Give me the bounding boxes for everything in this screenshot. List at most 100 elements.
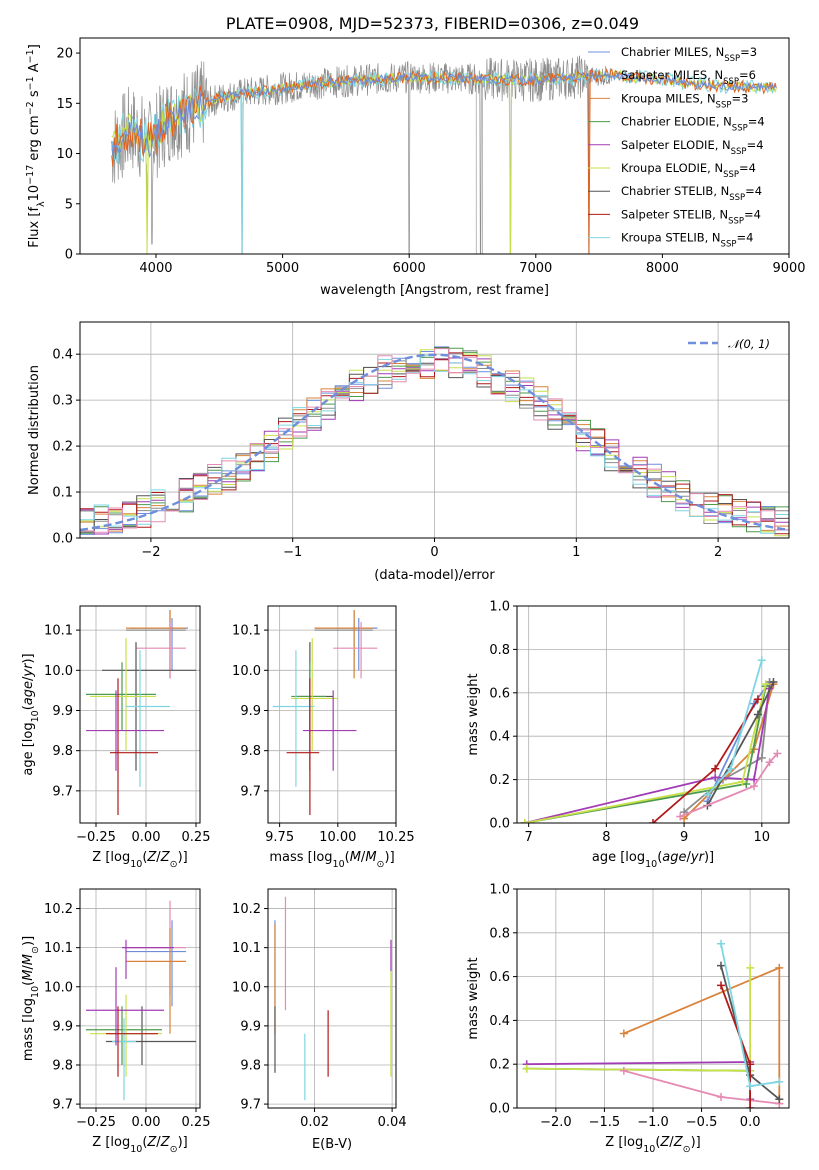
legend-entry: Chabrier MILES, NSSP=3 [621,45,757,64]
weight_vs_Z-xlabel: Z [log10(Z/Z⊙)] [605,1135,700,1155]
legend-text: Kroupa ELODIE, N [621,161,723,175]
y-tick-label: 0.8 [489,926,510,941]
y-tick-label: 10 [56,147,73,162]
plot-area [86,900,196,1101]
histogram-pink [80,348,789,533]
panel-mass_vs_EBV: 0.02 0.04 9.7 9.8 9.9 10.0 10.1 10.2 [232,888,407,1130]
x-tick-label: −0.5 [686,1115,718,1130]
age_vs_Z-ylabel: age [log10(age/yr)] [21,653,41,775]
x-tick-label: 0.0 [740,1115,761,1130]
weight-marker-yellowgreen [738,777,747,786]
label-part: Z [659,1135,670,1150]
weight-marker-darkred [746,1104,755,1108]
weight-marker-orange [619,1029,628,1038]
y-tick-label: 9.8 [240,1058,261,1073]
legend-tail: =4 [739,161,756,175]
label-part: λ [36,201,47,207]
weight-marker-yellowgreen [746,963,755,972]
weight-marker-darkred [753,695,762,704]
label-part: 10 [27,185,42,202]
weight-marker-cyan [726,764,735,773]
legend-sub: SSP [723,77,739,87]
x-tick-label: 8 [602,830,610,845]
label-part: / [669,1135,674,1150]
label-part: Z [160,850,171,865]
label-part: Normed distribution [27,365,42,495]
plot-area [272,610,378,815]
y-tick-label: 1.0 [489,600,510,615]
weight-marker-purple [711,773,720,782]
x-tick-label: 9000 [772,261,805,276]
y-tick-label: 10.0 [44,664,73,679]
legend-sub: SSP [731,147,747,157]
weight-marker-darkred [746,1060,755,1069]
y-tick-label: 0.6 [489,686,510,701]
label-part: ⊙ [170,859,178,870]
y-tick-label: 10.2 [232,902,261,917]
x-tick-label: −2.0 [540,1115,572,1130]
age_vs_mass-xlabel: mass [log10(M/M⊙)] [269,850,394,870]
panel-spectrum: 4000 5000 6000 7000 8000 9000 0 5 10 15 20 PLATE=09… [25,14,806,298]
label-part: Z [log [92,1135,130,1150]
legend-tail: =3 [740,45,757,59]
mass_vs_Z-ylabel: mass [log10(M/M⊙)] [21,936,41,1061]
legend-sub: SSP [729,193,745,203]
y-tick-label: 9.9 [240,1019,261,1034]
label-part: age [log [21,722,36,775]
label-part: age [21,681,36,705]
y-tick-label: 0.4 [489,1014,510,1029]
label-part: ( [21,705,36,710]
axes-frame [267,605,397,824]
residuals-xlabel: (data-model)/error [374,568,495,583]
label-part: ( [657,850,662,865]
residuals-ylabel: Normed distribution [27,365,42,495]
x-tick-label: −1.0 [637,1115,669,1130]
label-part: / [21,965,36,970]
plot-area [86,610,196,815]
legend-sub: SSP [728,216,744,226]
x-tick-label: −1.5 [589,1115,621,1130]
axes-frame [267,888,397,1109]
mass_vs_EBV-xlabel: E(B-V) [312,1137,352,1152]
panel-age_vs_mass: 9.75 10.00 10.25 9.7 9.8 9.9 10.0 10.1 mass [log… [232,605,415,870]
label-part: / [687,850,692,865]
mass_vs_Z-xlabel: Z [log10(Z/Z⊙)] [92,1135,187,1155]
label-part: ] [27,44,42,49]
axes-frame [79,605,201,824]
label-part: A [27,63,42,76]
weight-marker-yellowgreen [761,680,770,689]
label-part: 10 [30,710,41,722]
y-tick-label: 10.2 [44,902,73,917]
x-tick-label: 4000 [139,261,172,276]
weight-marker-darkred [717,981,725,990]
weight-marker-darkred [649,819,657,823]
weight-marker-yellowgreen [522,1064,531,1073]
label-part: age [log [592,850,645,865]
weight-marker-darkgray [769,677,778,686]
y-tick-label: 9.8 [52,744,73,759]
y-tick-label: 15 [56,97,73,112]
weight-marker-cyan [746,1082,755,1091]
x-tick-label: 0.00 [132,1115,161,1130]
x-tick-label: 9.75 [265,830,294,845]
y-tick-label: 10.0 [232,664,261,679]
weight-marker-pink [676,812,685,821]
axes-frame [516,605,790,824]
weight-marker-pink [750,782,759,791]
legend-entry: Salpeter STELIB, NSSP=4 [621,207,761,226]
x-tick-label: 1 [572,545,580,560]
y-tick-label: 10.1 [232,624,261,639]
legend-entry: Salpeter ELODIE, NSSP=4 [621,138,764,157]
panel-residuals: −2 −1 0 1 2 0.0 0.1 0.2 0.3 0.4 (data-model)/error… [27,321,790,583]
legend-text: Kroupa STELIB, N [621,231,721,245]
legend-tail: =6 [739,68,756,82]
spectrum-ylabel: Flux [fλ10−17 erg cm−2 s−1 A−1] [25,44,47,248]
y-tick-label: 0.4 [52,348,73,363]
weight-line-pink [679,752,778,818]
legend-text: Salpeter MILES, N [621,68,723,82]
label-part: ( [655,1135,660,1150]
weight-line-darkred [720,985,751,1108]
x-tick-label: 10 [754,830,771,845]
plot-area [520,656,782,823]
